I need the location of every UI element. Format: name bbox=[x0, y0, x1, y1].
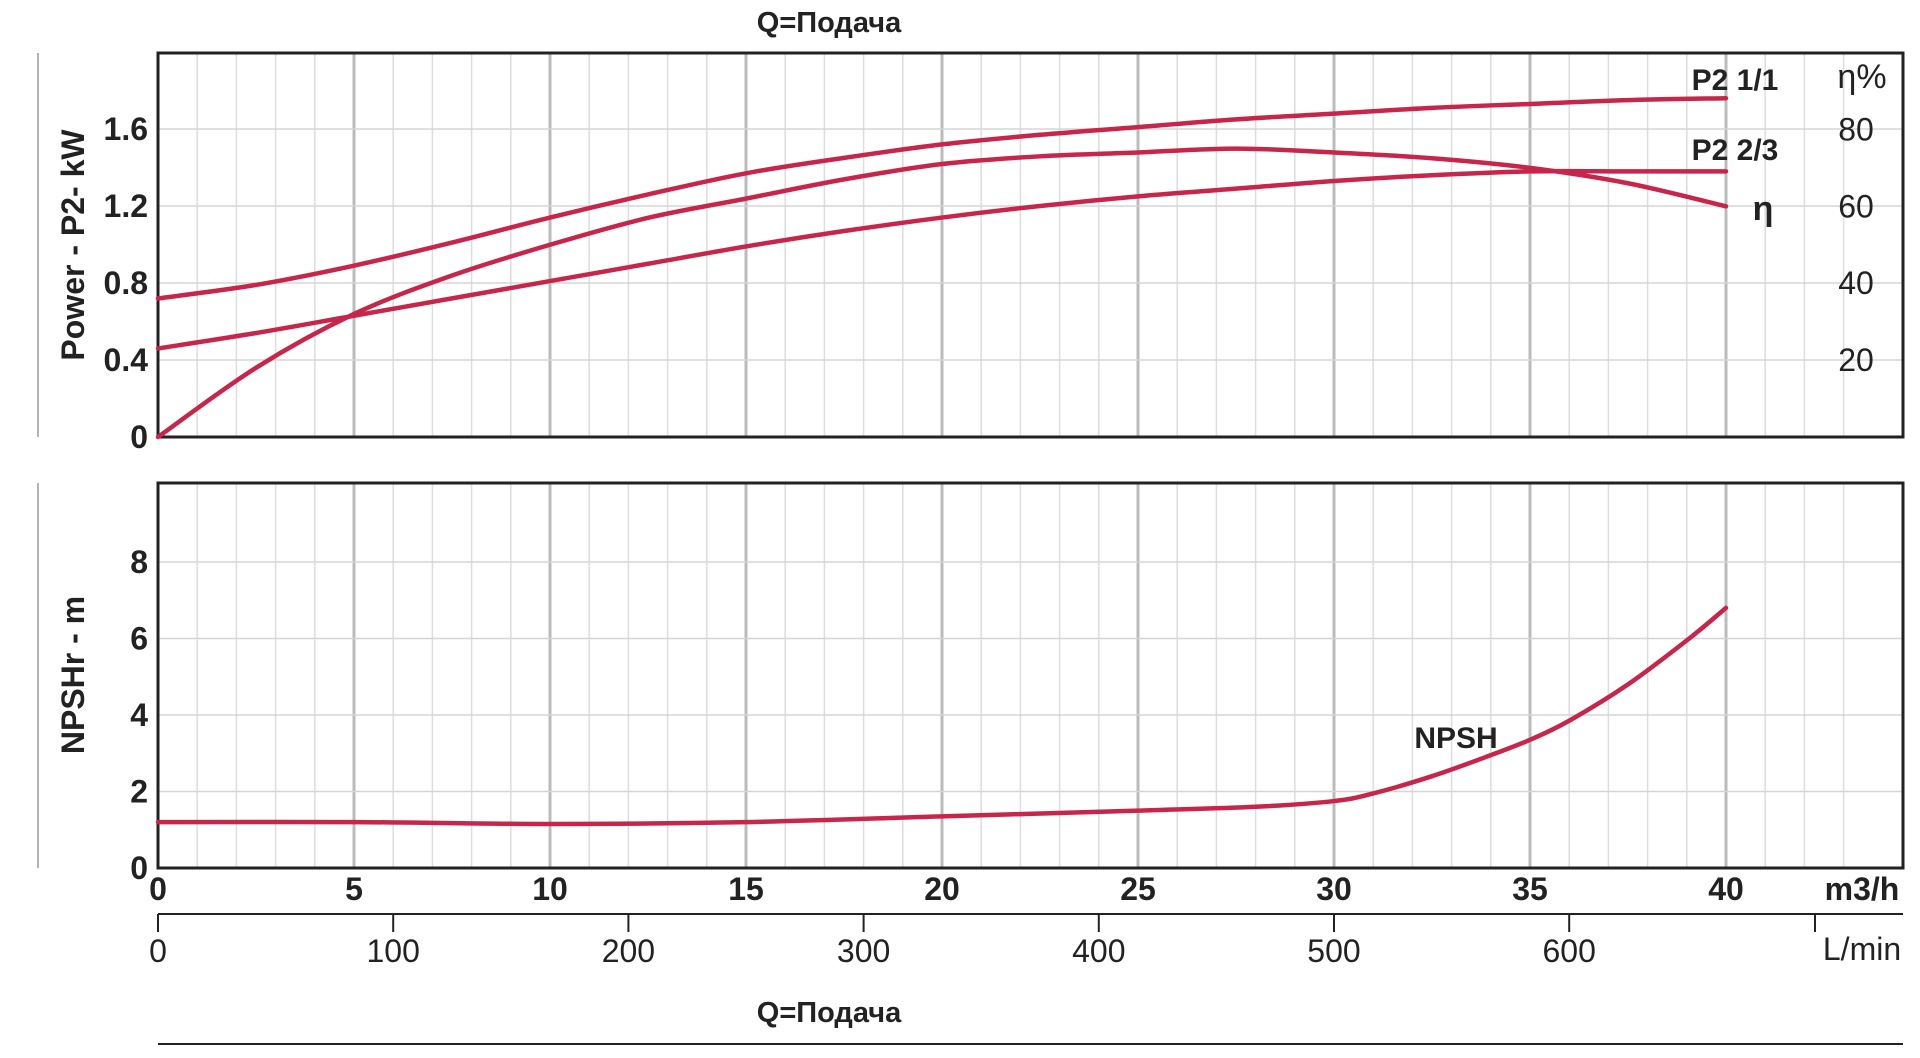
npsh-panel-frame bbox=[156, 481, 1905, 870]
curve-npsh bbox=[155, 605, 1729, 827]
efficiency-y-tick-label: 40 bbox=[1838, 265, 1874, 301]
npsh-y-ticks: 0 2 4 6 8 bbox=[130, 544, 148, 886]
x-tick-m3h: 25 bbox=[1120, 871, 1156, 907]
npsh-y-tick-label: 6 bbox=[130, 621, 148, 657]
x-tick-lmin: 500 bbox=[1307, 933, 1360, 969]
efficiency-y-tick-label: 60 bbox=[1838, 188, 1874, 224]
x-tick-m3h: 40 bbox=[1708, 871, 1744, 907]
power-y-ticks: 0 0.4 0.8 1.2 1.6 bbox=[104, 111, 149, 455]
label-npsh: NPSH bbox=[1414, 722, 1497, 755]
curve-p2-two-thirds bbox=[155, 168, 1729, 351]
x-axis-m3h-unit: m3/h bbox=[1825, 871, 1900, 907]
x-tick-lmin: 400 bbox=[1072, 933, 1125, 969]
npsh-axis-title: NPSHr - m bbox=[55, 596, 91, 754]
power-axis-title: Power - P2- kW bbox=[55, 129, 91, 361]
x-tick-lmin: 0 bbox=[149, 933, 167, 969]
npsh-y-tick-label: 8 bbox=[130, 544, 148, 580]
x-tick-m3h: 15 bbox=[728, 871, 764, 907]
curve-efficiency bbox=[155, 146, 1729, 440]
x-tick-lmin: 300 bbox=[837, 933, 890, 969]
power-y-tick-label: 1.2 bbox=[104, 188, 148, 224]
x-tick-lmin: 200 bbox=[602, 933, 655, 969]
power-y-tick-label: 0.4 bbox=[104, 342, 149, 378]
x-tick-m3h: 0 bbox=[149, 871, 167, 907]
x-tick-lmin: 600 bbox=[1543, 933, 1596, 969]
efficiency-axis-title: η% bbox=[1837, 58, 1886, 96]
npsh-panel-grid bbox=[158, 483, 1903, 868]
curve-p2-full bbox=[155, 95, 1729, 301]
power-y-tick-label: 0 bbox=[130, 419, 148, 455]
bottom-chart-title: Q=Подача bbox=[757, 997, 902, 1029]
power-y-tick-label: 0.8 bbox=[104, 265, 148, 301]
label-eta: η bbox=[1753, 190, 1774, 228]
label-p2-full: P2 1/1 bbox=[1692, 64, 1779, 97]
power-curves bbox=[155, 95, 1729, 440]
power-panel-frame bbox=[156, 51, 1905, 439]
npsh-curves bbox=[155, 605, 1729, 827]
x-tick-m3h: 5 bbox=[345, 871, 363, 907]
x-axis-m3h-ticks: 0 5 10 15 20 25 30 35 40 bbox=[149, 871, 1744, 907]
power-y-tick-label: 1.6 bbox=[104, 111, 148, 147]
power-panel-grid bbox=[158, 53, 1903, 437]
top-chart-title: Q=Подача bbox=[757, 7, 902, 39]
x-tick-m3h: 10 bbox=[532, 871, 568, 907]
x-tick-lmin: 100 bbox=[367, 933, 420, 969]
x-tick-m3h: 35 bbox=[1512, 871, 1548, 907]
npsh-y-tick-label: 0 bbox=[130, 850, 148, 886]
x-axis-lmin-ticks: 0 100 200 300 400 500 600 bbox=[149, 914, 1816, 969]
efficiency-y-tick-label: 20 bbox=[1838, 342, 1874, 378]
x-axis-lmin-unit: L/min bbox=[1823, 931, 1901, 967]
x-tick-m3h: 20 bbox=[924, 871, 960, 907]
efficiency-y-ticks: 20 40 60 80 bbox=[1838, 111, 1874, 378]
x-tick-m3h: 30 bbox=[1316, 871, 1352, 907]
npsh-y-tick-label: 2 bbox=[130, 774, 148, 810]
label-p2-two-thirds: P2 2/3 bbox=[1692, 134, 1779, 167]
efficiency-y-tick-label: 80 bbox=[1838, 111, 1874, 147]
npsh-y-tick-label: 4 bbox=[130, 697, 148, 733]
